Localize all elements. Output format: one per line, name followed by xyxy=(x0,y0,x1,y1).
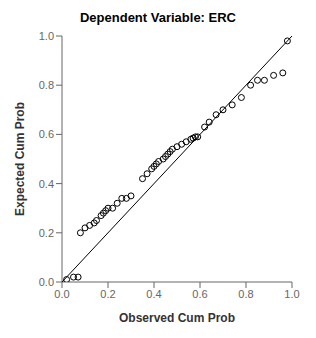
html-text:Dependent Variable: ERC: Dependent Variable: ERC xyxy=(80,10,236,25)
svg-text:0.0: 0.0 xyxy=(54,288,69,300)
svg-text:1.0: 1.0 xyxy=(39,30,54,42)
svg-text:0.2: 0.2 xyxy=(39,227,54,239)
svg-text:Expected Cum Prob: Expected Cum Prob xyxy=(13,102,27,216)
svg-text:0.8: 0.8 xyxy=(39,79,54,91)
svg-text:0.4: 0.4 xyxy=(39,178,54,190)
svg-text:0.4: 0.4 xyxy=(146,288,161,300)
svg-text:0.6: 0.6 xyxy=(39,128,54,140)
svg-text:0.8: 0.8 xyxy=(238,288,253,300)
svg-text:0.0: 0.0 xyxy=(39,276,54,288)
svg-text:Observed Cum Prob: Observed Cum Prob xyxy=(119,311,235,325)
svg-text:0.2: 0.2 xyxy=(100,288,115,300)
svg-text:1.0: 1.0 xyxy=(284,288,299,300)
svg-text:0.6: 0.6 xyxy=(192,288,207,300)
